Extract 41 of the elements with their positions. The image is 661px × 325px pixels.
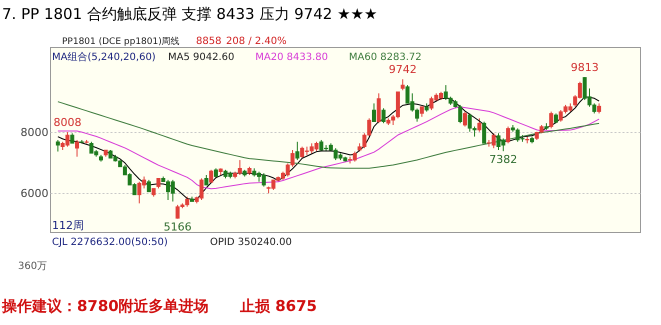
y-tick-label: 6000	[20, 186, 48, 200]
annotation: 7382	[489, 153, 518, 166]
annotation: 9813	[570, 61, 599, 74]
candlestick	[70, 132, 74, 144]
annotation: 9742	[388, 63, 417, 76]
text: 止损 8675	[239, 297, 317, 315]
annotation: MA组合(5,240,20,60)	[52, 51, 156, 63]
text: 208 / 2.40%	[226, 36, 287, 47]
candlestick	[482, 121, 486, 144]
candlestick	[400, 78, 405, 91]
candlestick	[597, 102, 602, 114]
candlestick	[209, 169, 214, 184]
y-tick-label: 8000	[20, 126, 48, 139]
candlestick	[56, 139, 60, 152]
chart-subtitle: PP1801 (DCE pp1801)周线	[62, 36, 180, 47]
candlestick	[376, 92, 381, 124]
candlestick	[214, 168, 218, 179]
chart-title: 7. PP 1801 合约触底反弹 支撑 8433 压力 9742 ★★★	[2, 5, 378, 23]
text: 8858	[196, 36, 222, 47]
candlestick	[462, 111, 467, 128]
text: OPID 350240.00	[210, 237, 292, 248]
text: MA20 8433.80	[255, 52, 328, 63]
candlestick	[75, 139, 80, 158]
candlestick	[156, 178, 160, 189]
candlestick	[420, 106, 424, 118]
candlestick	[477, 118, 482, 132]
annotation: 112周	[52, 219, 84, 232]
annotation: 5166	[164, 220, 192, 234]
text: 360万	[18, 261, 48, 272]
text: CJL 2276632.00(50:50)	[52, 237, 168, 248]
candlestick	[506, 126, 510, 144]
candlestick	[295, 141, 300, 161]
text: MA5 9042.60	[168, 52, 234, 63]
candlestick	[146, 179, 151, 192]
candlestick	[372, 102, 376, 122]
text: 操作建议：8780附近多单进场	[1, 297, 209, 315]
candlestick	[382, 108, 386, 124]
candlestick	[204, 174, 208, 186]
text: MA60 8283.72	[348, 52, 422, 63]
annotation: 8008	[53, 116, 82, 130]
candlestick	[549, 111, 554, 129]
